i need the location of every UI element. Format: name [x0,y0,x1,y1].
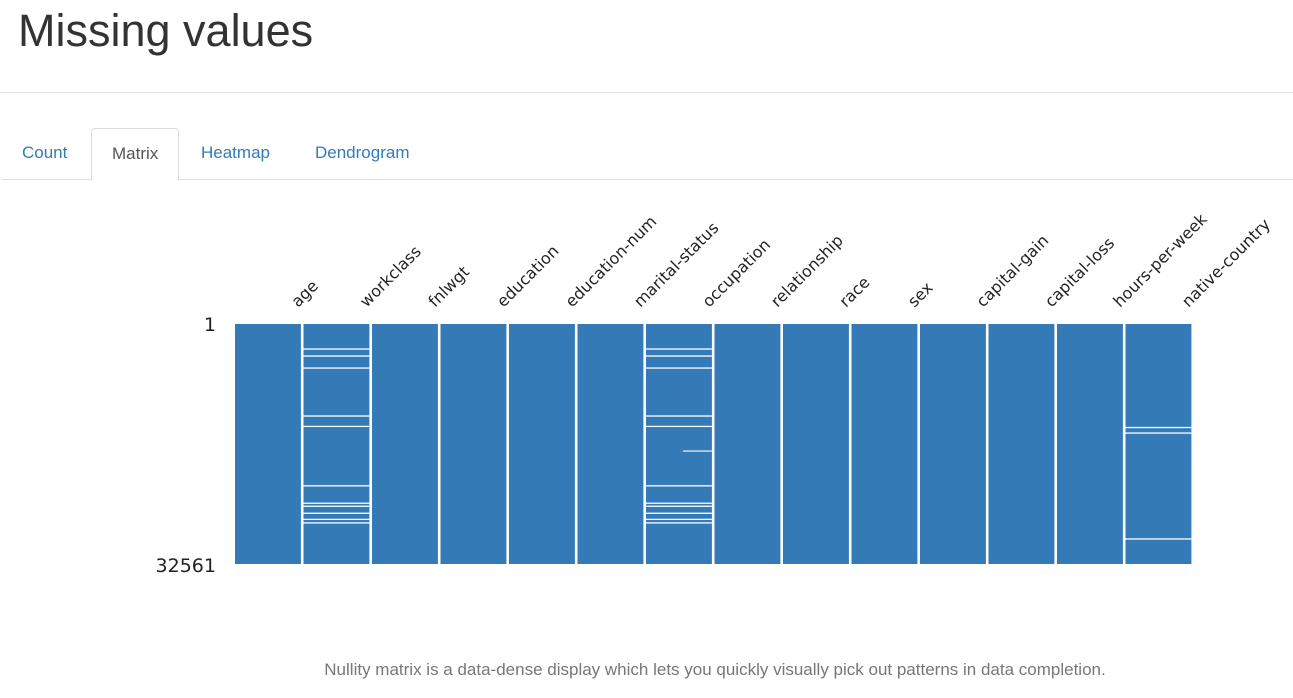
matrix-column-age [235,324,301,564]
column-label-capital-loss: capital-loss [1041,233,1118,310]
tab-count[interactable]: Count [22,143,68,162]
matrix-column-race [783,324,849,564]
missing-row-mark [303,425,370,428]
column-bar-marital-status [577,324,644,564]
column-label-age: age [287,276,322,311]
missing-row-mark [303,485,370,487]
missing-row-mark [303,502,370,504]
column-bar-occupation [646,324,712,564]
matrix-caption: Nullity matrix is a data-dense display w… [324,660,1106,679]
missing-row-mark [646,415,712,417]
column-bar-workclass [303,324,370,564]
missing-row-mark [646,367,712,369]
tab-bar: Count Matrix Heatmap Dendrogram [2,128,1293,181]
matrix-column-capital-gain [920,324,986,564]
matrix-column-sex [851,324,918,564]
column-bar-fnlwgt [372,324,438,564]
missing-row-mark [303,348,370,350]
missing-row-mark [303,522,370,524]
column-bar-relationship [714,324,781,564]
row-labels: 1 32561 [156,314,216,577]
matrix-column-native-country [1125,324,1192,564]
tab-dendrogram[interactable]: Dendrogram [315,143,410,162]
matrix-columns [235,324,1192,564]
column-bar-education-num [509,324,575,564]
matrix-column-education-num [509,324,575,564]
column-label-sex: sex [904,278,937,311]
missing-row-mark [1125,538,1192,540]
missing-row-mark [646,512,712,514]
missing-row-mark [646,355,712,357]
title-divider [0,92,1293,93]
column-label-workclass: workclass [356,242,425,311]
missing-row-mark [303,415,370,417]
matrix-column-education [440,324,507,564]
column-label-race: race [835,273,873,311]
matrix-column-occupation [646,324,712,564]
column-bar-age [235,324,301,564]
missing-row-mark [646,522,712,524]
missing-row-mark [646,502,712,504]
column-label-education: education [493,241,563,311]
column-label-relationship: relationship [767,231,847,311]
matrix-column-hours-per-week [1057,324,1123,564]
tab-matrix[interactable]: Matrix [91,128,180,181]
missing-row-mark [303,512,370,514]
missing-row-mark [682,450,712,452]
column-bar-education [440,324,507,564]
missing-row-mark [1125,432,1192,434]
missing-row-mark [1125,426,1192,429]
missing-row-mark [646,505,712,507]
column-label-capital-gain: capital-gain [972,231,1052,311]
missing-row-mark [303,505,370,507]
missing-row-mark [303,355,370,357]
matrix-column-workclass [303,324,370,564]
nullity-matrix-chart: age workclass fnlwgt educationeducation-num… [156,209,1274,577]
tab-heatmap[interactable]: Heatmap [201,143,270,162]
matrix-column-fnlwgt [372,324,438,564]
missing-row-mark [646,485,712,487]
missing-row-mark [303,367,370,369]
missing-row-mark [303,518,370,521]
missing-row-mark [646,518,712,521]
page-title: Missing values [18,5,314,56]
row-label-last: 32561 [156,555,216,577]
column-bar-capital-loss [988,324,1055,564]
column-bar-capital-gain [920,324,986,564]
column-bar-hours-per-week [1057,324,1123,564]
row-label-first: 1 [204,314,216,336]
column-label-occupation: occupation [698,235,774,311]
column-bar-sex [851,324,918,564]
matrix-column-marital-status [577,324,644,564]
matrix-column-capital-loss [988,324,1055,564]
column-label-fnlwgt: fnlwgt [424,262,473,311]
column-labels: age workclass fnlwgt educationeducation-num… [287,209,1274,311]
column-bar-race [783,324,849,564]
missing-row-mark [646,425,712,428]
matrix-column-relationship [714,324,781,564]
column-bar-native-country [1125,324,1192,564]
missing-row-mark [646,348,712,350]
